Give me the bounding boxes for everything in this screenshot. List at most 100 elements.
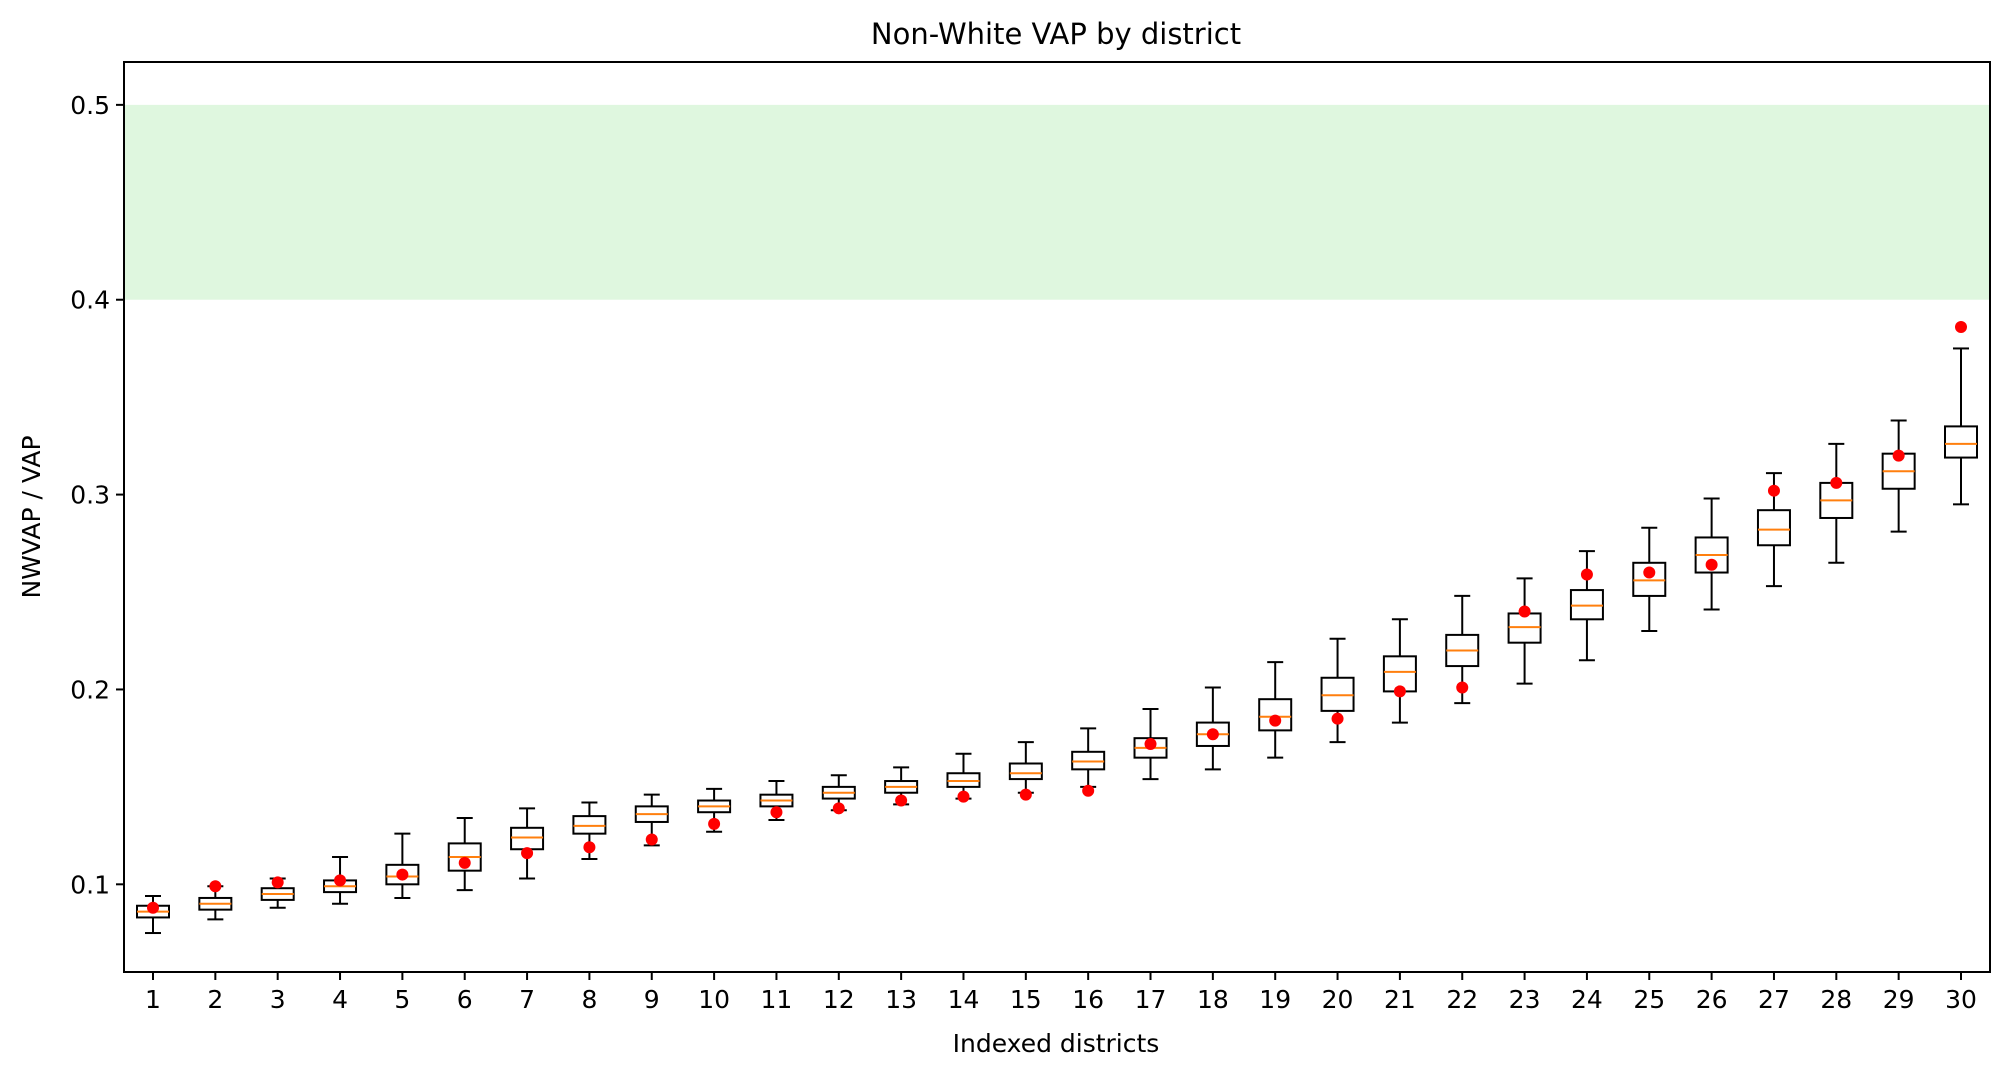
x-tick-label: 29 [1883,985,1915,1014]
x-tick-label: 8 [581,985,597,1014]
x-tick-label: 17 [1135,985,1167,1014]
x-tick-label: 13 [885,985,917,1014]
enacted-plan-point [1456,681,1469,694]
enacted-plan-point [1580,568,1593,581]
box-district-30 [1944,321,1978,506]
y-tick-label: 0.5 [70,91,110,120]
x-tick-label: 21 [1384,985,1416,1014]
box-district-17 [1133,707,1168,781]
x-tick-label: 4 [332,985,348,1014]
y-tick-label: 0.2 [70,675,110,704]
box-district-3 [260,876,295,909]
x-tick-label: 25 [1633,985,1665,1014]
enacted-plan-point [770,806,783,819]
y-axis-label: NWVAP / VAP [17,435,46,598]
plot-area [123,61,1991,973]
box-district-20 [1320,637,1355,744]
x-tick-label: 15 [1010,985,1042,1014]
x-tick-label: 23 [1509,985,1541,1014]
box-district-28 [1819,442,1854,564]
enacted-plan-point [1892,449,1905,462]
x-tick-label: 3 [270,985,286,1014]
iqr-box [1258,698,1293,732]
iqr-box [385,863,420,886]
box-district-13 [884,766,919,807]
box-district-2 [198,880,233,921]
enacted-plan-point [521,847,534,860]
x-tick-label: 18 [1197,985,1229,1014]
box-district-5 [385,832,420,899]
x-tick-label: 12 [823,985,855,1014]
plot-frame [123,61,1991,973]
box-district-14 [946,752,981,803]
x-tick-label: 16 [1072,985,1104,1014]
box-district-27 [1756,472,1791,588]
x-tick-label: 26 [1696,985,1728,1014]
x-tick-label: 14 [948,985,980,1014]
x-tick-label: 1 [145,985,161,1014]
x-tick-label: 7 [519,985,535,1014]
y-tick-label: 0.1 [70,870,110,899]
x-tick-label: 27 [1758,985,1790,1014]
iqr-box [1756,509,1791,547]
box-district-7 [510,807,545,880]
x-tick-label: 5 [394,985,410,1014]
box-district-9 [634,793,669,847]
box-district-10 [697,787,732,833]
enacted-plan-point [1082,784,1095,797]
iqr-box [1944,425,1978,459]
enacted-plan-point [1830,476,1843,489]
enacted-plan-point [1705,558,1718,571]
x-tick-label: 20 [1322,985,1354,1014]
box-district-11 [759,780,794,822]
enacted-plan-point [708,817,721,830]
x-axis-label: Indexed districts [953,1029,1160,1058]
box-district-25 [1632,526,1667,632]
box-district-22 [1445,594,1480,705]
chart-title: Non-White VAP by district [871,17,1241,51]
enacted-plan-point [1393,685,1406,698]
enacted-plan-point [1331,712,1344,725]
enacted-plan-point [271,876,284,889]
enacted-plan-point [209,880,222,893]
y-tick-label: 0.3 [70,481,110,510]
box-district-18 [1195,686,1230,771]
x-tick-label: 11 [761,985,793,1014]
box-district-6 [447,817,482,892]
enacted-plan-point [645,833,658,846]
enacted-plan-point [1643,566,1656,579]
enacted-plan-point [147,901,159,914]
box-district-4 [323,856,358,905]
x-tick-label: 28 [1820,985,1852,1014]
enacted-plan-point [396,868,409,881]
box-district-8 [572,801,607,860]
enacted-plan-point [1206,728,1219,741]
enacted-plan-point [1019,788,1032,801]
box-district-12 [821,774,856,815]
box-district-29 [1881,419,1916,533]
box-district-19 [1258,661,1293,759]
box-district-26 [1694,497,1729,611]
enacted-plan-point [458,856,471,869]
box-district-24 [1569,550,1604,662]
x-tick-label: 30 [1945,985,1977,1014]
box-district-23 [1507,577,1542,685]
box-district-16 [1071,727,1106,797]
x-tick-label: 24 [1571,985,1603,1014]
enacted-plan-point [1144,738,1157,751]
x-tick-label: 10 [698,985,730,1014]
enacted-plan-point [832,802,845,815]
x-tick-label: 19 [1259,985,1291,1014]
x-tick-label: 6 [457,985,473,1014]
target-range-band [124,104,1990,300]
enacted-plan-point [895,794,908,807]
box-marks [136,321,1978,935]
enacted-plan-point [583,841,596,854]
x-axis: 1 2 3 4 5 6 7 8 9 10 11 12 13 14 15 16 17 18 19 20 21 22 23 24 2… [145,972,1977,1014]
iqr-box [1008,762,1043,781]
enacted-plan-point [334,874,347,887]
enacted-plan-point [1955,321,1967,334]
y-axis: 0.1 0.2 0.3 0.4 0.5 [70,91,124,899]
x-tick-label: 22 [1446,985,1478,1014]
